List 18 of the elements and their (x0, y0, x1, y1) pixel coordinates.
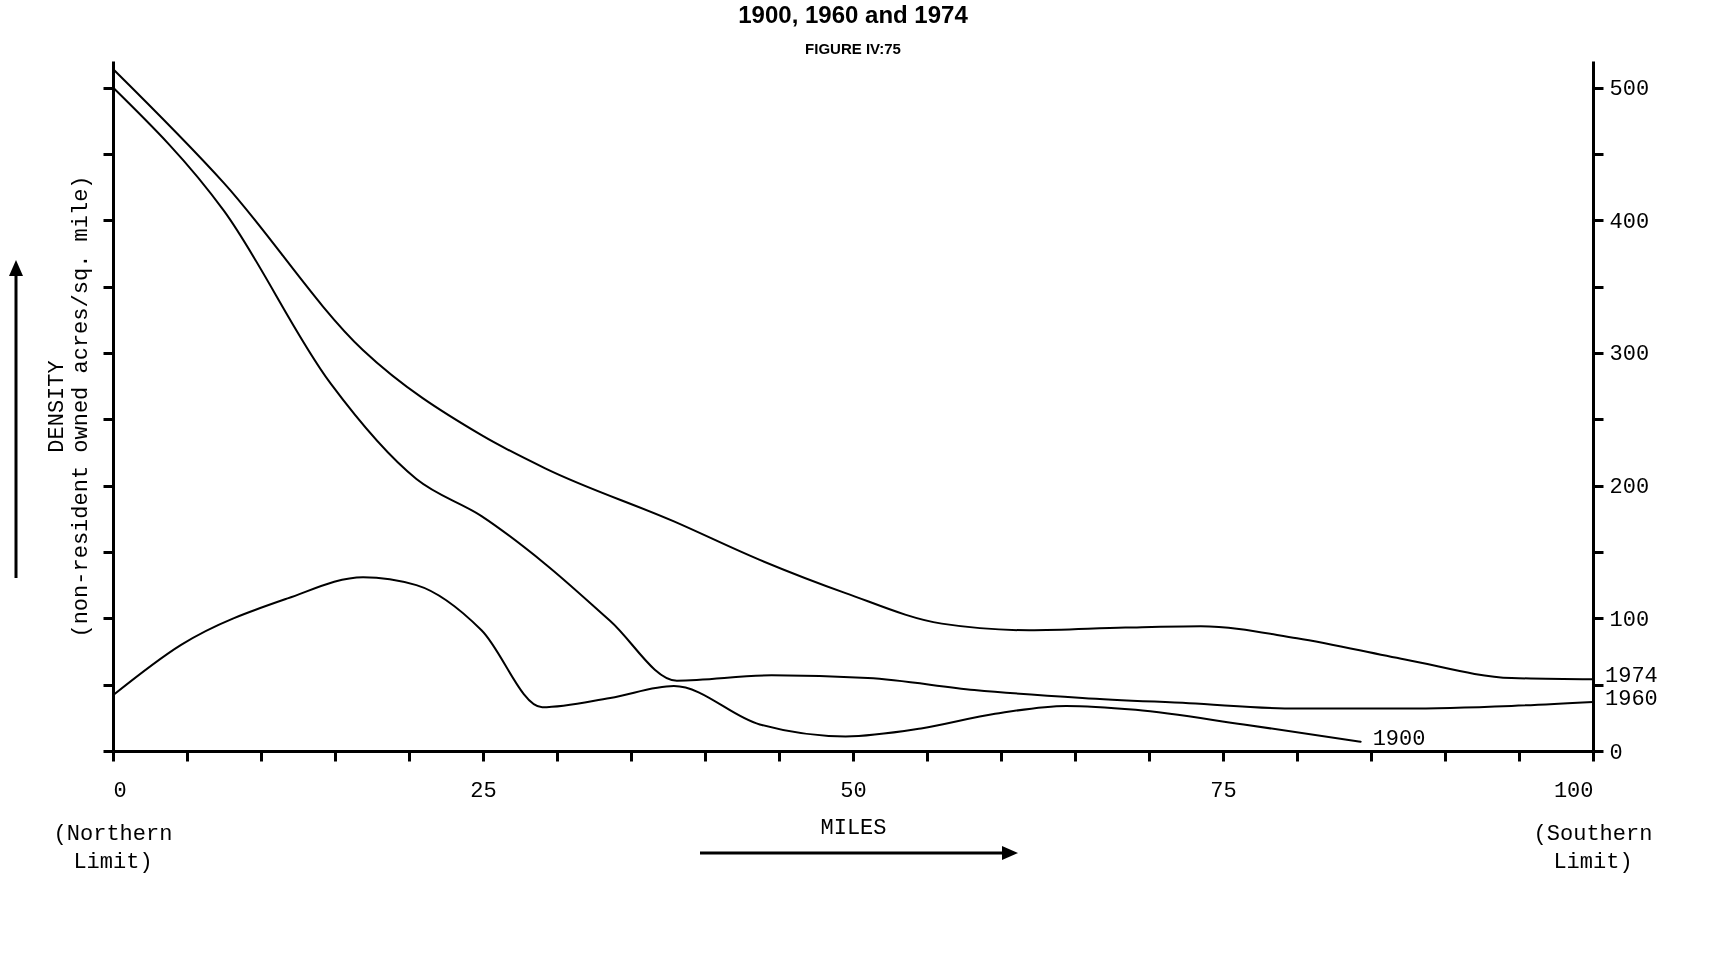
y-tick-label: 0 (1609, 740, 1623, 766)
x-tick-label: 50 (840, 778, 867, 804)
y-axis-title: DENSITY (non-resident owned acres/sq. mile) (45, 175, 94, 638)
x-axis-title: MILES (820, 815, 887, 841)
chart-subtitle: FIGURE IV:75 (805, 40, 901, 57)
text: (Southern Limit) (1533, 822, 1653, 875)
x-tick-label: 100 (1553, 778, 1594, 804)
y-tick-label: 200 (1609, 475, 1650, 501)
x-tick-label: 0 (113, 778, 127, 804)
y-tick-label: 300 (1609, 342, 1650, 368)
text: (Northern Limit) (53, 822, 173, 875)
y-tick-label: 100 (1609, 607, 1650, 633)
y-tick-label: 400 (1609, 209, 1650, 235)
chart-title: 1900, 1960 and 1974 (738, 1, 969, 28)
x-tick-label: 75 (1210, 778, 1237, 804)
y-tick-label: 500 (1609, 77, 1650, 103)
series-label: 1900 (1372, 726, 1426, 752)
x-tick-label: 25 (470, 778, 497, 804)
